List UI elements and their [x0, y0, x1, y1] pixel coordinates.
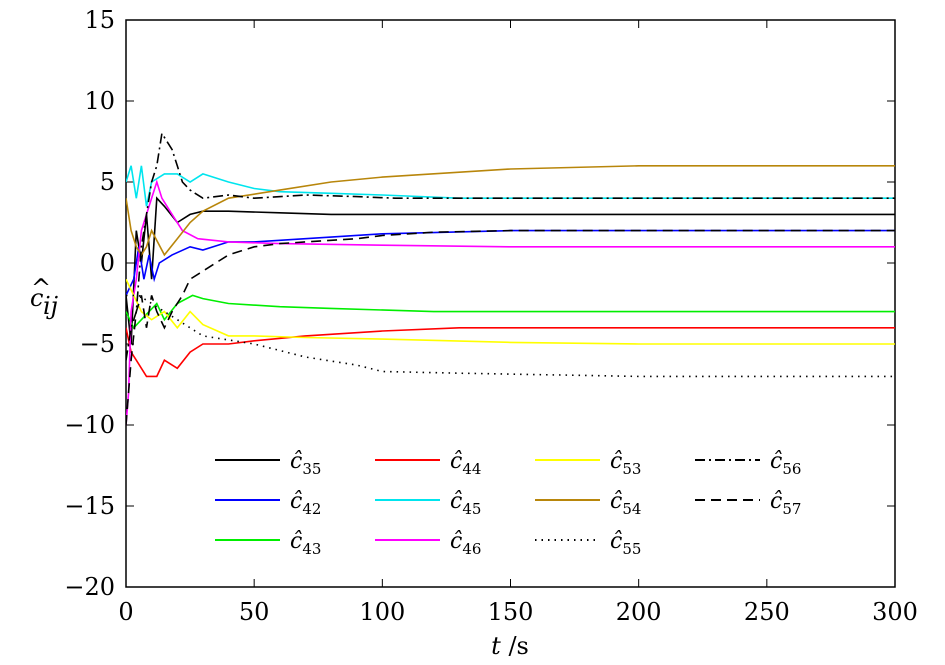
legend-label-c54: ĉ54: [610, 489, 641, 518]
legend-label-c44: ĉ44: [450, 449, 481, 478]
y-tick-label: 10: [84, 87, 115, 115]
series-line-c54: [126, 165, 895, 257]
series-line-c56: [126, 131, 895, 361]
legend-label-c45: ĉ45: [450, 489, 481, 518]
legend-label-c55: ĉ55: [610, 529, 641, 558]
legend-label-c42: ĉ42: [290, 489, 321, 518]
x-tick-label: 0: [118, 598, 133, 626]
y-tick-label: −5: [80, 330, 115, 358]
svg-text:ij: ij: [43, 292, 59, 320]
x-tick-label: 250: [744, 598, 790, 626]
legend-label-c57: ĉ57: [770, 489, 801, 518]
x-tick-label: 200: [616, 598, 662, 626]
series-line-c46: [126, 179, 895, 426]
y-tick-label: 15: [84, 6, 115, 34]
ticks: 0 50 100 150 200 250 300 −20 −15 −10 −5 0 5 10 15: [64, 6, 918, 626]
x-tick-label: 100: [359, 598, 405, 626]
y-tick-label: −20: [64, 573, 115, 601]
svg-text:c: c: [30, 284, 43, 312]
svg-text:^: ^: [31, 274, 51, 302]
x-axis-title: t /s: [491, 632, 529, 660]
y-tick-label: −15: [64, 492, 115, 520]
plot-area: [125, 19, 896, 588]
legend-label-c56: ĉ56: [770, 449, 801, 478]
y-tick-label: −10: [64, 411, 115, 439]
legend-label-c53: ĉ53: [610, 449, 641, 478]
y-axis-title: c ^ ij: [30, 274, 59, 320]
series-line-c43: [126, 294, 895, 330]
series-line-c45: [126, 165, 895, 207]
x-tick-label: 300: [872, 598, 918, 626]
legend-label-c43: ĉ43: [290, 529, 321, 558]
series-line-c57: [126, 229, 895, 426]
x-tick-label: 50: [239, 598, 270, 626]
legend-label-c35: ĉ35: [290, 449, 321, 478]
legend: ĉ35 ĉ44 ĉ53 ĉ56 ĉ42 ĉ45 ĉ54 ĉ57 ĉ43 ĉ46 ĉ55: [215, 449, 801, 558]
x-tick-label: 150: [488, 598, 534, 626]
legend-label-c46: ĉ46: [450, 529, 481, 558]
y-tick-label: 5: [100, 168, 115, 196]
y-tick-label: 0: [100, 249, 115, 277]
series-line-c44: [126, 327, 895, 378]
series-layer: [126, 131, 895, 426]
